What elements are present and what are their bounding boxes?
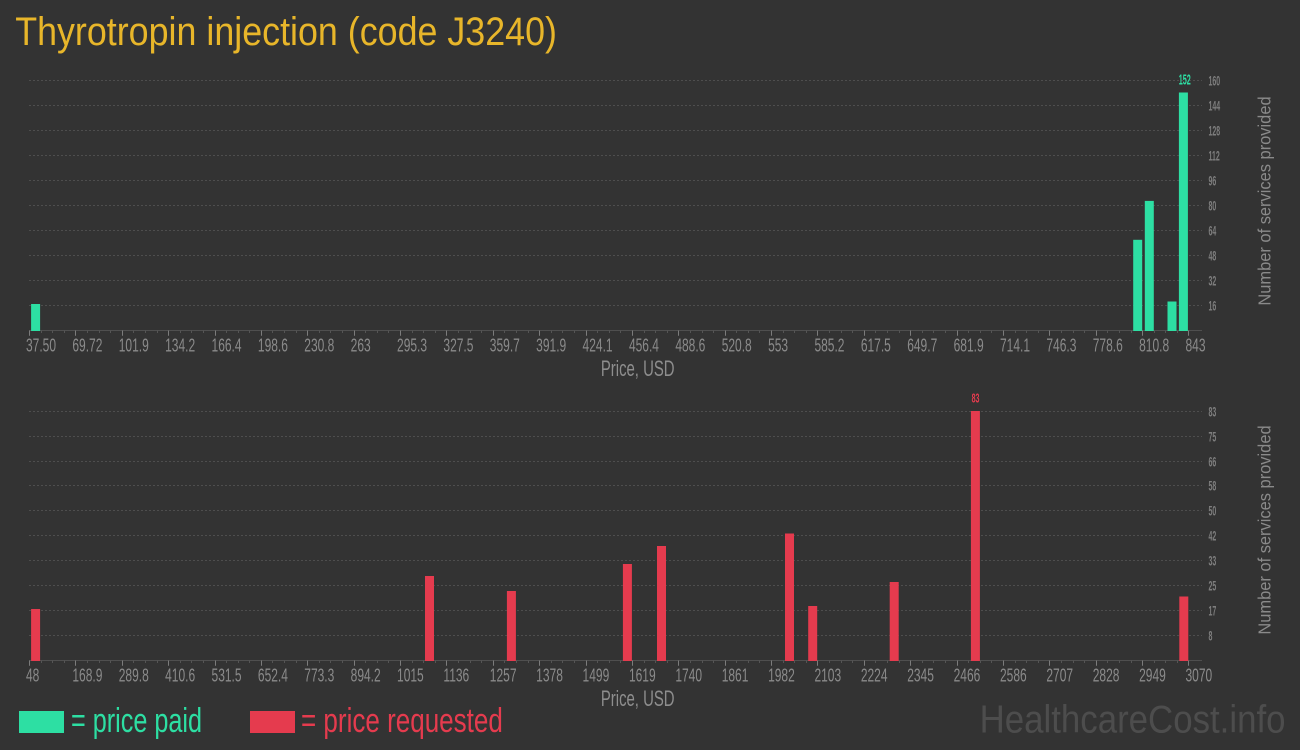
svg-text:843: 843 [1186, 336, 1206, 356]
svg-text:33: 33 [1209, 554, 1217, 569]
svg-text:295.3: 295.3 [397, 336, 427, 356]
svg-text:128: 128 [1209, 124, 1221, 139]
svg-text:327.5: 327.5 [443, 336, 473, 356]
svg-text:746.3: 746.3 [1046, 336, 1076, 356]
svg-text:778.6: 778.6 [1093, 336, 1123, 356]
svg-text:2224: 2224 [861, 666, 888, 686]
svg-text:168.9: 168.9 [72, 666, 102, 686]
svg-text:48: 48 [1209, 249, 1217, 264]
svg-text:2707: 2707 [1046, 666, 1073, 686]
svg-text:2345: 2345 [907, 666, 934, 686]
svg-text:649.7: 649.7 [907, 336, 937, 356]
svg-text:32: 32 [1209, 274, 1217, 289]
svg-text:617.5: 617.5 [861, 336, 891, 356]
svg-text:1619: 1619 [629, 666, 656, 686]
svg-text:37.50: 37.50 [26, 336, 56, 356]
svg-text:585.2: 585.2 [814, 336, 844, 356]
svg-text:714.1: 714.1 [1000, 336, 1030, 356]
svg-text:160: 160 [1209, 74, 1221, 89]
svg-text:134.2: 134.2 [165, 336, 195, 356]
svg-text:488.6: 488.6 [675, 336, 705, 356]
svg-text:75: 75 [1209, 430, 1217, 445]
svg-text:50: 50 [1209, 504, 1217, 519]
svg-text:152: 152 [1179, 73, 1191, 88]
svg-text:42: 42 [1209, 529, 1217, 544]
svg-text:2103: 2103 [814, 666, 841, 686]
svg-text:66: 66 [1209, 455, 1217, 470]
svg-text:263: 263 [351, 336, 371, 356]
svg-text:531.5: 531.5 [212, 666, 242, 686]
svg-text:144: 144 [1209, 99, 1221, 114]
svg-text:289.8: 289.8 [119, 666, 149, 686]
svg-text:112: 112 [1209, 149, 1220, 164]
svg-text:48: 48 [26, 666, 40, 686]
svg-text:= price paid: = price paid [71, 702, 202, 739]
svg-text:64: 64 [1209, 224, 1217, 239]
svg-text:Number of services provided: Number of services provided [1255, 96, 1275, 305]
svg-text:1499: 1499 [583, 666, 610, 686]
svg-text:1982: 1982 [768, 666, 795, 686]
svg-text:96: 96 [1209, 174, 1217, 189]
svg-text:1378: 1378 [536, 666, 563, 686]
svg-text:16: 16 [1209, 299, 1217, 314]
svg-text:810.8: 810.8 [1139, 336, 1169, 356]
svg-text:894.2: 894.2 [351, 666, 381, 686]
svg-text:1015: 1015 [397, 666, 424, 686]
svg-text:8: 8 [1209, 629, 1213, 644]
svg-text:2586: 2586 [1000, 666, 1027, 686]
svg-text:= price requested: = price requested [301, 703, 503, 740]
svg-text:681.9: 681.9 [954, 336, 984, 356]
svg-text:25: 25 [1209, 579, 1217, 594]
svg-text:2466: 2466 [954, 666, 981, 686]
svg-text:520.8: 520.8 [722, 336, 752, 356]
svg-text:391.9: 391.9 [536, 336, 566, 356]
svg-text:359.7: 359.7 [490, 336, 520, 356]
svg-text:3070: 3070 [1186, 666, 1213, 686]
svg-text:101.9: 101.9 [119, 336, 149, 356]
svg-text:410.6: 410.6 [165, 666, 195, 686]
svg-text:456.4: 456.4 [629, 336, 659, 356]
svg-text:Price, USD: Price, USD [601, 357, 675, 382]
svg-text:69.72: 69.72 [72, 336, 102, 356]
svg-text:553: 553 [768, 336, 788, 356]
svg-text:1740: 1740 [675, 666, 702, 686]
svg-text:Thyrotropin injection (code J3: Thyrotropin injection (code J3240) [15, 10, 557, 54]
svg-text:HealthcareCost.info: HealthcareCost.info [980, 698, 1286, 741]
svg-text:652.4: 652.4 [258, 666, 288, 686]
svg-text:80: 80 [1209, 199, 1217, 214]
svg-text:166.4: 166.4 [212, 336, 242, 356]
svg-text:2828: 2828 [1093, 666, 1120, 686]
svg-text:83: 83 [972, 391, 980, 406]
svg-text:1257: 1257 [490, 666, 517, 686]
svg-text:58: 58 [1209, 479, 1217, 494]
svg-text:2949: 2949 [1139, 666, 1166, 686]
svg-text:230.8: 230.8 [304, 336, 334, 356]
svg-text:Number of services provided: Number of services provided [1255, 425, 1275, 634]
svg-text:198.6: 198.6 [258, 336, 288, 356]
svg-text:83: 83 [1209, 405, 1217, 420]
svg-text:424.1: 424.1 [583, 336, 613, 356]
svg-text:1136: 1136 [443, 666, 469, 686]
svg-text:17: 17 [1209, 604, 1217, 619]
svg-text:1861: 1861 [722, 666, 749, 686]
svg-text:Price, USD: Price, USD [601, 687, 675, 712]
svg-text:773.3: 773.3 [304, 666, 334, 686]
